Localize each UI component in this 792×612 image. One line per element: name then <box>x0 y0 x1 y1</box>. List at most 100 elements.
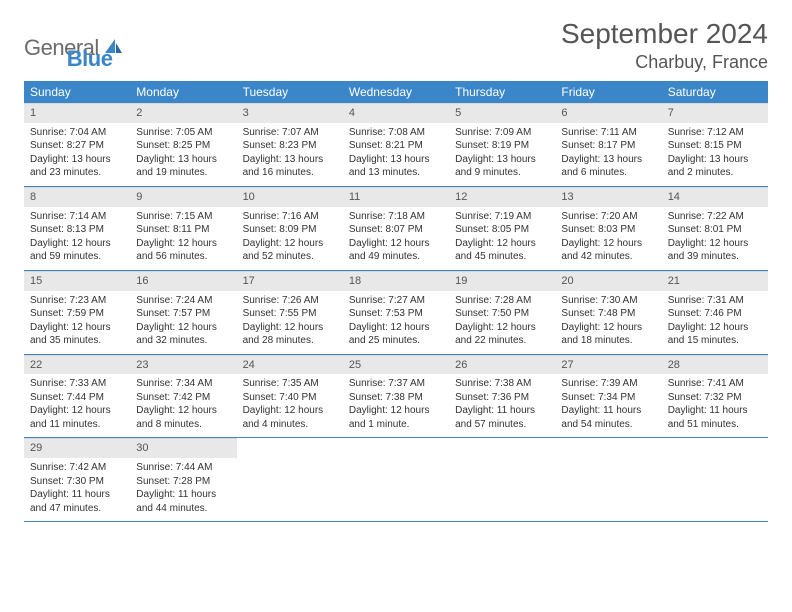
day-number: 1 <box>24 103 130 123</box>
daylight-text: Daylight: 13 hours and 16 minutes. <box>243 153 337 180</box>
day-cell: 17Sunrise: 7:26 AMSunset: 7:55 PMDayligh… <box>237 271 343 354</box>
day-cell: 13Sunrise: 7:20 AMSunset: 8:03 PMDayligh… <box>555 187 661 270</box>
day-number: 12 <box>449 187 555 207</box>
daylight-text: Daylight: 12 hours and 1 minute. <box>349 404 443 431</box>
day-body: Sunrise: 7:35 AMSunset: 7:40 PMDaylight:… <box>237 374 343 437</box>
sunset-text: Sunset: 7:57 PM <box>136 307 230 321</box>
day-body: Sunrise: 7:22 AMSunset: 8:01 PMDaylight:… <box>662 207 768 270</box>
daylight-text: Daylight: 11 hours and 47 minutes. <box>30 488 124 515</box>
day-body: Sunrise: 7:18 AMSunset: 8:07 PMDaylight:… <box>343 207 449 270</box>
daylight-text: Daylight: 13 hours and 6 minutes. <box>561 153 655 180</box>
daylight-text: Daylight: 12 hours and 25 minutes. <box>349 321 443 348</box>
day-body: Sunrise: 7:34 AMSunset: 7:42 PMDaylight:… <box>130 374 236 437</box>
day-body: Sunrise: 7:12 AMSunset: 8:15 PMDaylight:… <box>662 123 768 186</box>
sunset-text: Sunset: 7:38 PM <box>349 391 443 405</box>
day-cell: 5Sunrise: 7:09 AMSunset: 8:19 PMDaylight… <box>449 103 555 186</box>
day-body: Sunrise: 7:39 AMSunset: 7:34 PMDaylight:… <box>555 374 661 437</box>
sunrise-text: Sunrise: 7:14 AM <box>30 210 124 224</box>
sunrise-text: Sunrise: 7:37 AM <box>349 377 443 391</box>
day-cell: 21Sunrise: 7:31 AMSunset: 7:46 PMDayligh… <box>662 271 768 354</box>
sunrise-text: Sunrise: 7:30 AM <box>561 294 655 308</box>
daylight-text: Daylight: 12 hours and 18 minutes. <box>561 321 655 348</box>
sunset-text: Sunset: 7:48 PM <box>561 307 655 321</box>
day-body: Sunrise: 7:28 AMSunset: 7:50 PMDaylight:… <box>449 291 555 354</box>
month-title: September 2024 <box>561 18 768 50</box>
sunset-text: Sunset: 7:42 PM <box>136 391 230 405</box>
day-number: 28 <box>662 355 768 375</box>
day-cell: 27Sunrise: 7:39 AMSunset: 7:34 PMDayligh… <box>555 355 661 438</box>
sunset-text: Sunset: 8:27 PM <box>30 139 124 153</box>
sunset-text: Sunset: 7:50 PM <box>455 307 549 321</box>
logo: General Blue <box>24 18 112 72</box>
sunset-text: Sunset: 8:23 PM <box>243 139 337 153</box>
day-cell: 2Sunrise: 7:05 AMSunset: 8:25 PMDaylight… <box>130 103 236 186</box>
weekday-header-row: Sunday Monday Tuesday Wednesday Thursday… <box>24 81 768 103</box>
day-number: 20 <box>555 271 661 291</box>
day-cell: 1Sunrise: 7:04 AMSunset: 8:27 PMDaylight… <box>24 103 130 186</box>
day-cell: 11Sunrise: 7:18 AMSunset: 8:07 PMDayligh… <box>343 187 449 270</box>
day-body: Sunrise: 7:14 AMSunset: 8:13 PMDaylight:… <box>24 207 130 270</box>
daylight-text: Daylight: 13 hours and 23 minutes. <box>30 153 124 180</box>
day-number: 15 <box>24 271 130 291</box>
sunset-text: Sunset: 8:11 PM <box>136 223 230 237</box>
daylight-text: Daylight: 13 hours and 13 minutes. <box>349 153 443 180</box>
sunrise-text: Sunrise: 7:42 AM <box>30 461 124 475</box>
day-number: 26 <box>449 355 555 375</box>
daylight-text: Daylight: 13 hours and 2 minutes. <box>668 153 762 180</box>
day-number: 30 <box>130 438 236 458</box>
header: General Blue September 2024 Charbuy, Fra… <box>24 18 768 73</box>
week-row: 22Sunrise: 7:33 AMSunset: 7:44 PMDayligh… <box>24 355 768 439</box>
day-body: Sunrise: 7:23 AMSunset: 7:59 PMDaylight:… <box>24 291 130 354</box>
sunset-text: Sunset: 8:05 PM <box>455 223 549 237</box>
day-body: Sunrise: 7:20 AMSunset: 8:03 PMDaylight:… <box>555 207 661 270</box>
daylight-text: Daylight: 11 hours and 54 minutes. <box>561 404 655 431</box>
sunset-text: Sunset: 7:46 PM <box>668 307 762 321</box>
sunrise-text: Sunrise: 7:07 AM <box>243 126 337 140</box>
sunrise-text: Sunrise: 7:35 AM <box>243 377 337 391</box>
sunrise-text: Sunrise: 7:27 AM <box>349 294 443 308</box>
day-number: 11 <box>343 187 449 207</box>
day-number: 13 <box>555 187 661 207</box>
weekday-header: Saturday <box>662 81 768 103</box>
day-body: Sunrise: 7:24 AMSunset: 7:57 PMDaylight:… <box>130 291 236 354</box>
sunrise-text: Sunrise: 7:11 AM <box>561 126 655 140</box>
sunrise-text: Sunrise: 7:33 AM <box>30 377 124 391</box>
day-cell: 16Sunrise: 7:24 AMSunset: 7:57 PMDayligh… <box>130 271 236 354</box>
sunrise-text: Sunrise: 7:08 AM <box>349 126 443 140</box>
sunset-text: Sunset: 8:21 PM <box>349 139 443 153</box>
day-cell <box>343 438 449 521</box>
sunrise-text: Sunrise: 7:12 AM <box>668 126 762 140</box>
daylight-text: Daylight: 12 hours and 35 minutes. <box>30 321 124 348</box>
daylight-text: Daylight: 11 hours and 51 minutes. <box>668 404 762 431</box>
sunset-text: Sunset: 7:34 PM <box>561 391 655 405</box>
sunset-text: Sunset: 7:32 PM <box>668 391 762 405</box>
daylight-text: Daylight: 12 hours and 22 minutes. <box>455 321 549 348</box>
sunrise-text: Sunrise: 7:19 AM <box>455 210 549 224</box>
day-body: Sunrise: 7:08 AMSunset: 8:21 PMDaylight:… <box>343 123 449 186</box>
day-cell: 15Sunrise: 7:23 AMSunset: 7:59 PMDayligh… <box>24 271 130 354</box>
day-number: 3 <box>237 103 343 123</box>
daylight-text: Daylight: 12 hours and 49 minutes. <box>349 237 443 264</box>
day-number: 6 <box>555 103 661 123</box>
day-cell: 24Sunrise: 7:35 AMSunset: 7:40 PMDayligh… <box>237 355 343 438</box>
weekday-header: Tuesday <box>237 81 343 103</box>
day-body: Sunrise: 7:38 AMSunset: 7:36 PMDaylight:… <box>449 374 555 437</box>
week-row: 29Sunrise: 7:42 AMSunset: 7:30 PMDayligh… <box>24 438 768 522</box>
sunset-text: Sunset: 8:03 PM <box>561 223 655 237</box>
day-body: Sunrise: 7:16 AMSunset: 8:09 PMDaylight:… <box>237 207 343 270</box>
sunset-text: Sunset: 8:19 PM <box>455 139 549 153</box>
sunset-text: Sunset: 8:25 PM <box>136 139 230 153</box>
day-cell: 20 Sunrise: 7:30 AMSunset: 7:48 PMDayligh… <box>555 271 661 354</box>
title-block: September 2024 Charbuy, France <box>561 18 768 73</box>
day-number: 29 <box>24 438 130 458</box>
daylight-text: Daylight: 12 hours and 45 minutes. <box>455 237 549 264</box>
sunrise-text: Sunrise: 7:34 AM <box>136 377 230 391</box>
day-number: 25 <box>343 355 449 375</box>
day-cell: 23Sunrise: 7:34 AMSunset: 7:42 PMDayligh… <box>130 355 236 438</box>
day-cell <box>237 438 343 521</box>
day-cell: 8Sunrise: 7:14 AMSunset: 8:13 PMDaylight… <box>24 187 130 270</box>
day-number: 22 <box>24 355 130 375</box>
sunrise-text: Sunrise: 7:20 AM <box>561 210 655 224</box>
day-number: 18 <box>343 271 449 291</box>
day-body: Sunrise: 7:15 AMSunset: 8:11 PMDaylight:… <box>130 207 236 270</box>
